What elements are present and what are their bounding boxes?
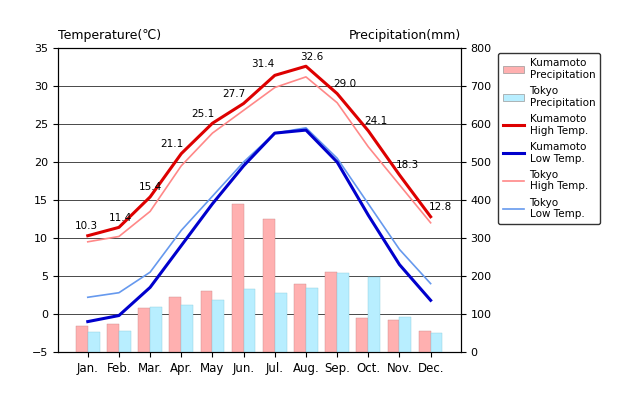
Text: 21.1: 21.1: [160, 139, 184, 149]
Text: 29.0: 29.0: [333, 79, 356, 89]
Text: 11.4: 11.4: [109, 213, 132, 223]
Bar: [431, 333, 442, 352]
Bar: [107, 324, 119, 352]
Legend: Kumamoto
Precipitation, Tokyo
Precipitation, Kumamoto
High Temp., Kumamoto
Low T: Kumamoto Precipitation, Tokyo Precipitat…: [499, 53, 600, 224]
Bar: [76, 326, 88, 352]
Bar: [337, 272, 349, 352]
Text: 32.6: 32.6: [301, 52, 324, 62]
Text: 18.3: 18.3: [396, 160, 419, 170]
Bar: [119, 331, 131, 352]
Bar: [88, 332, 100, 352]
Bar: [419, 331, 431, 352]
Bar: [388, 320, 399, 352]
Text: 31.4: 31.4: [251, 59, 274, 69]
Text: Precipitation(mm): Precipitation(mm): [349, 29, 461, 42]
Bar: [275, 294, 287, 352]
Bar: [399, 317, 412, 352]
Bar: [232, 204, 244, 352]
Bar: [368, 277, 380, 352]
Bar: [150, 307, 162, 352]
Bar: [244, 289, 255, 352]
Text: 15.4: 15.4: [138, 182, 162, 192]
Bar: [170, 297, 181, 352]
Text: Temperature(℃): Temperature(℃): [58, 29, 161, 42]
Bar: [306, 288, 318, 352]
Bar: [294, 284, 306, 352]
Bar: [212, 300, 224, 352]
Bar: [263, 219, 275, 352]
Text: 24.1: 24.1: [364, 116, 388, 126]
Bar: [200, 291, 212, 352]
Bar: [138, 308, 150, 352]
Text: 25.1: 25.1: [191, 109, 215, 119]
Text: 27.7: 27.7: [223, 89, 246, 99]
Bar: [356, 318, 368, 352]
Text: 12.8: 12.8: [428, 202, 452, 212]
Bar: [325, 272, 337, 352]
Text: 10.3: 10.3: [75, 221, 98, 231]
Bar: [181, 304, 193, 352]
